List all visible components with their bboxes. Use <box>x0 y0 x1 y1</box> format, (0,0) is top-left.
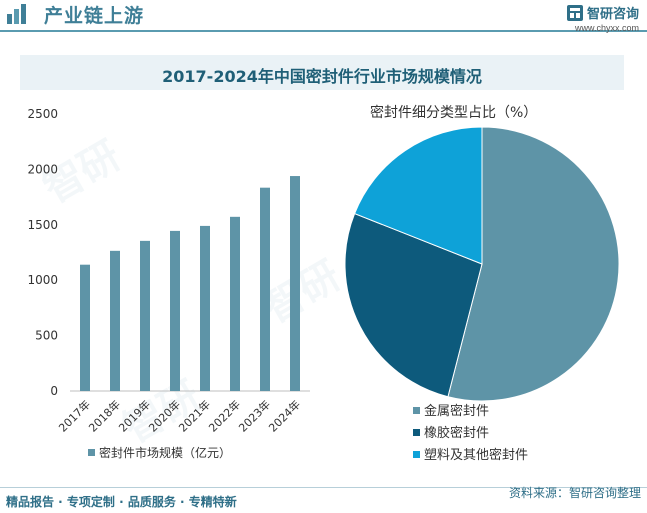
bar <box>140 240 150 391</box>
y-tick-label: 2000 <box>27 162 58 176</box>
bar <box>260 187 270 391</box>
y-tick-label: 0 <box>50 384 58 398</box>
brand-logo-icon <box>566 4 583 21</box>
footer-source: 资料来源：智研咨询整理 <box>508 486 641 500</box>
brand-url: www.chyxx.com <box>574 23 639 33</box>
y-tick-label: 1500 <box>27 218 58 232</box>
x-tick-label: 2021年 <box>176 397 213 434</box>
x-tick-label: 2018年 <box>86 397 123 434</box>
header-divider <box>0 30 647 32</box>
bar <box>230 216 240 391</box>
chart-title-box: 2017-2024年中国密封件行业市场规模情况 <box>20 55 624 90</box>
bar <box>80 264 90 391</box>
bar <box>290 176 300 391</box>
pie-slice <box>447 126 620 402</box>
pie-slice <box>353 126 483 265</box>
x-tick-label: 2017年 <box>56 397 93 434</box>
pie-legend-label: 金属密封件 <box>424 403 489 419</box>
x-tick-label: 2023年 <box>236 397 273 434</box>
x-tick-label: 2022年 <box>206 397 243 434</box>
brand: 智研咨询 www.chyxx.com <box>566 3 639 33</box>
pie-slice <box>344 212 483 398</box>
pie-legend-swatch <box>413 451 420 458</box>
x-tick-label: 2020年 <box>146 397 183 434</box>
section-title: 产业链上游 <box>44 5 145 27</box>
bar <box>170 230 180 391</box>
header: 产业链上游 智研咨询 www.chyxx.com <box>0 0 647 36</box>
pie-legend-swatch <box>413 429 420 436</box>
bar <box>200 225 210 391</box>
y-tick-label: 500 <box>35 329 58 343</box>
x-tick-label: 2019年 <box>116 397 153 434</box>
pie-legend-swatch <box>413 407 420 414</box>
footer-divider <box>0 487 647 488</box>
pie-legend-label: 塑料及其他密封件 <box>424 447 528 463</box>
brand-name: 智研咨询 <box>586 7 639 22</box>
pie-legend-label: 橡胶密封件 <box>424 425 489 441</box>
footer-slogan: 精品报告 · 专项定制 · 品质服务 · 专精特新 <box>6 495 237 509</box>
bar-chart-icon <box>7 4 26 24</box>
x-tick-label: 2024年 <box>266 397 303 434</box>
y-tick-label: 1000 <box>27 273 58 287</box>
bar <box>110 250 120 391</box>
legend-swatch <box>88 449 95 456</box>
footer: 精品报告 · 专项定制 · 品质服务 · 专精特新 资料来源：智研咨询整理 <box>0 486 647 513</box>
chart-title: 2017-2024年中国密封件行业市场规模情况 <box>162 67 482 86</box>
legend-label: 密封件市场规模（亿元） <box>99 445 231 460</box>
y-tick-label: 2500 <box>27 107 58 121</box>
pie-title: 密封件细分类型占比（%） <box>370 105 538 121</box>
